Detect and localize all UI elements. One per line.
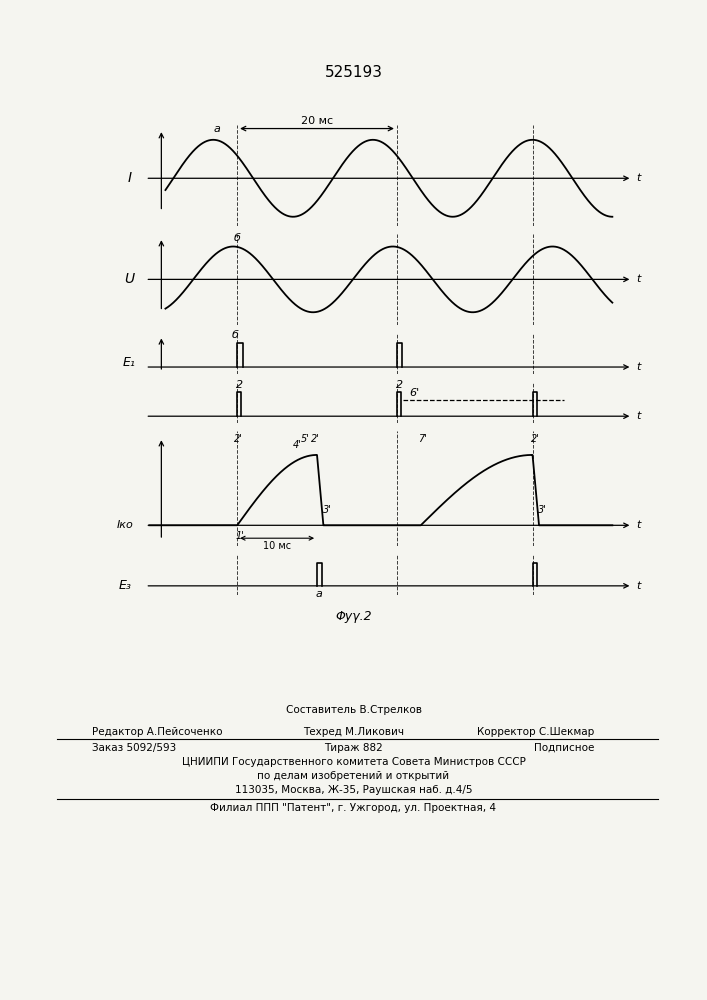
Text: по делам изобретений и открытий: по делам изобретений и открытий bbox=[257, 771, 450, 781]
Text: t: t bbox=[636, 581, 641, 591]
Text: Iко: Iко bbox=[117, 520, 134, 530]
Text: t: t bbox=[636, 362, 641, 372]
Text: 3': 3' bbox=[323, 505, 332, 515]
Text: 20 мс: 20 мс bbox=[301, 116, 333, 126]
Text: б: б bbox=[234, 233, 240, 243]
Text: 113035, Москва, Ж-35, Раушская наб. д.4/5: 113035, Москва, Ж-35, Раушская наб. д.4/… bbox=[235, 785, 472, 795]
Text: 5': 5' bbox=[300, 434, 310, 444]
Text: ЦНИИПИ Государственного комитета Совета Министров СССР: ЦНИИПИ Государственного комитета Совета … bbox=[182, 757, 525, 767]
Text: 4': 4' bbox=[293, 440, 301, 450]
Text: I: I bbox=[127, 171, 132, 185]
Text: б: б bbox=[231, 330, 238, 340]
Text: E₁: E₁ bbox=[123, 356, 136, 369]
Text: Филиал ППП "Патент", г. Ужгород, ул. Проектная, 4: Филиал ППП "Патент", г. Ужгород, ул. Про… bbox=[211, 803, 496, 813]
Text: Φуγ.2: Φуγ.2 bbox=[335, 610, 372, 623]
Text: 10 мс: 10 мс bbox=[263, 541, 291, 551]
Text: U: U bbox=[124, 272, 134, 286]
Text: 3': 3' bbox=[537, 505, 547, 515]
Text: t: t bbox=[636, 411, 641, 421]
Text: t: t bbox=[636, 274, 641, 284]
Text: 2': 2' bbox=[311, 434, 320, 444]
Text: Тираж 882: Тираж 882 bbox=[324, 743, 383, 753]
Text: E₃: E₃ bbox=[119, 579, 132, 592]
Text: t: t bbox=[636, 520, 641, 530]
Text: 2: 2 bbox=[236, 380, 243, 390]
Text: t: t bbox=[636, 173, 641, 183]
Text: Корректор С.Шекмар: Корректор С.Шекмар bbox=[477, 727, 594, 737]
Text: а: а bbox=[316, 589, 323, 599]
Text: 2': 2' bbox=[530, 434, 539, 444]
Text: 7': 7' bbox=[418, 434, 427, 444]
Text: 525193: 525193 bbox=[325, 65, 382, 80]
Text: 2': 2' bbox=[234, 434, 243, 444]
Text: Заказ 5092/593: Заказ 5092/593 bbox=[92, 743, 176, 753]
Text: Редактор А.Пейсоченко: Редактор А.Пейсоченко bbox=[92, 727, 223, 737]
Text: a: a bbox=[214, 124, 221, 134]
Text: 2: 2 bbox=[396, 380, 403, 390]
Text: 1': 1' bbox=[235, 531, 244, 541]
Text: Подписное: Подписное bbox=[534, 743, 594, 753]
Text: Техред М.Ликович: Техред М.Ликович bbox=[303, 727, 404, 737]
Text: Составитель В.Стрелков: Составитель В.Стрелков bbox=[286, 705, 421, 715]
Text: 6': 6' bbox=[409, 388, 419, 398]
